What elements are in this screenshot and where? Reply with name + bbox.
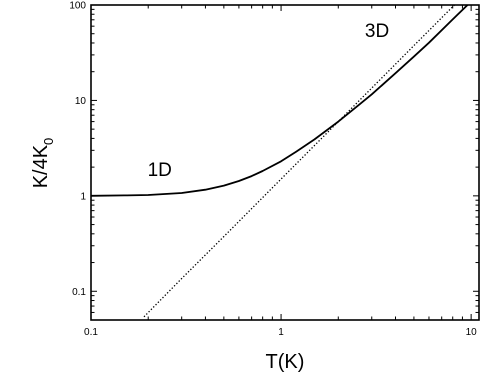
y-tick-label: 1 bbox=[80, 191, 86, 202]
x-tick-label: 10 bbox=[466, 327, 478, 338]
y-axis-label: K/4K0 bbox=[30, 138, 56, 189]
series-line-1 bbox=[91, 5, 469, 197]
x-tick-label: 1 bbox=[278, 327, 284, 338]
plot-frame bbox=[90, 4, 480, 321]
y-tick-label: 0.1 bbox=[72, 287, 86, 298]
series-layer bbox=[91, 5, 469, 318]
y-axis-label-subscript: 0 bbox=[41, 138, 56, 145]
annotation-label: 3D bbox=[365, 21, 389, 42]
y-axis-label-main: K/4K bbox=[30, 144, 52, 188]
y-tick-label: 10 bbox=[75, 96, 87, 107]
x-axis-label: T(K) bbox=[266, 351, 305, 373]
tick-layer: 0.1 1 10 0.1 1 10 100 bbox=[69, 1, 479, 338]
series-line-2 bbox=[143, 5, 456, 318]
annotation-label: 1D bbox=[148, 160, 172, 181]
y-tick-label: 100 bbox=[69, 1, 86, 12]
x-tick-label: 0.1 bbox=[84, 327, 98, 338]
annotation-layer: 1D 3D bbox=[148, 21, 390, 181]
